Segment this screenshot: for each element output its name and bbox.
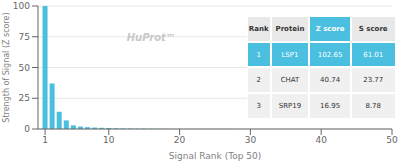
svg-text:10: 10 bbox=[103, 135, 115, 145]
html-text:LSP1: LSP1 bbox=[281, 50, 299, 59]
svg-text:Signal Rank (Top 50): Signal Rank (Top 50) bbox=[169, 151, 261, 161]
html-text:23.77: 23.77 bbox=[363, 76, 384, 85]
html-text:HuProt™: HuProt™ bbox=[126, 31, 176, 43]
svg-text:40: 40 bbox=[315, 135, 327, 145]
svg-text:50: 50 bbox=[19, 63, 31, 73]
html-text:Rank: Rank bbox=[248, 24, 269, 33]
html-text:S score: S score bbox=[358, 24, 388, 33]
html-text:16.95: 16.95 bbox=[320, 102, 341, 111]
html-text:Z score: Z score bbox=[315, 24, 345, 33]
html-text:SRP19: SRP19 bbox=[278, 102, 302, 111]
svg-text:100: 100 bbox=[13, 1, 30, 11]
html-text:3: 3 bbox=[256, 102, 261, 111]
svg-text:20: 20 bbox=[174, 135, 186, 145]
svg-text:50: 50 bbox=[386, 135, 392, 145]
html-text:Protein: Protein bbox=[275, 24, 305, 33]
html-text:61.01: 61.01 bbox=[363, 50, 384, 59]
svg-text:1: 1 bbox=[42, 135, 48, 145]
svg-text:Strength of Signal (Z score): Strength of Signal (Z score) bbox=[8, 12, 11, 122]
html-text:8.78: 8.78 bbox=[365, 102, 381, 111]
svg-text:25: 25 bbox=[19, 93, 30, 103]
svg-text:30: 30 bbox=[245, 135, 257, 145]
html-text:102.65: 102.65 bbox=[317, 50, 343, 59]
html-text:2: 2 bbox=[256, 76, 261, 85]
html-text:40.74: 40.74 bbox=[320, 76, 341, 85]
html-text:CHAT: CHAT bbox=[280, 76, 300, 85]
html-text:1: 1 bbox=[256, 50, 261, 59]
svg-text:75: 75 bbox=[19, 32, 30, 42]
svg-text:0: 0 bbox=[24, 124, 30, 134]
